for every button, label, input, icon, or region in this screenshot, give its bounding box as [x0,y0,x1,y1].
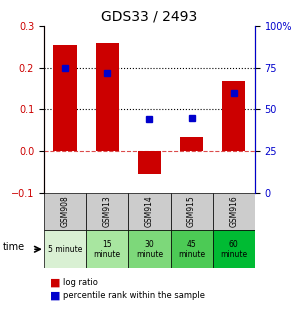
Title: GDS33 / 2493: GDS33 / 2493 [101,9,197,24]
Text: time: time [3,242,25,252]
FancyBboxPatch shape [128,193,171,230]
FancyBboxPatch shape [213,230,255,268]
FancyBboxPatch shape [213,193,255,230]
Bar [96,43,119,151]
Text: GSM916: GSM916 [229,196,238,227]
FancyBboxPatch shape [171,193,213,230]
Text: 5 minute: 5 minute [48,245,82,254]
Text: GSM913: GSM913 [103,196,112,227]
Text: 45
minute: 45 minute [178,240,205,259]
Text: ■: ■ [50,291,60,301]
Text: GSM915: GSM915 [187,196,196,227]
Text: 60
minute: 60 minute [220,240,247,259]
Text: percentile rank within the sample: percentile rank within the sample [63,291,205,301]
FancyBboxPatch shape [44,230,86,268]
Text: GSM908: GSM908 [61,196,69,227]
Text: GSM914: GSM914 [145,196,154,227]
Text: 15
minute: 15 minute [94,240,121,259]
FancyBboxPatch shape [171,230,213,268]
Bar [222,81,246,151]
FancyBboxPatch shape [86,193,128,230]
FancyBboxPatch shape [44,193,86,230]
Bar [180,137,203,151]
Text: log ratio: log ratio [63,278,98,287]
FancyBboxPatch shape [128,230,171,268]
FancyBboxPatch shape [86,230,128,268]
Text: ■: ■ [50,278,60,288]
Text: 30
minute: 30 minute [136,240,163,259]
Bar [53,45,77,151]
Bar [138,151,161,174]
